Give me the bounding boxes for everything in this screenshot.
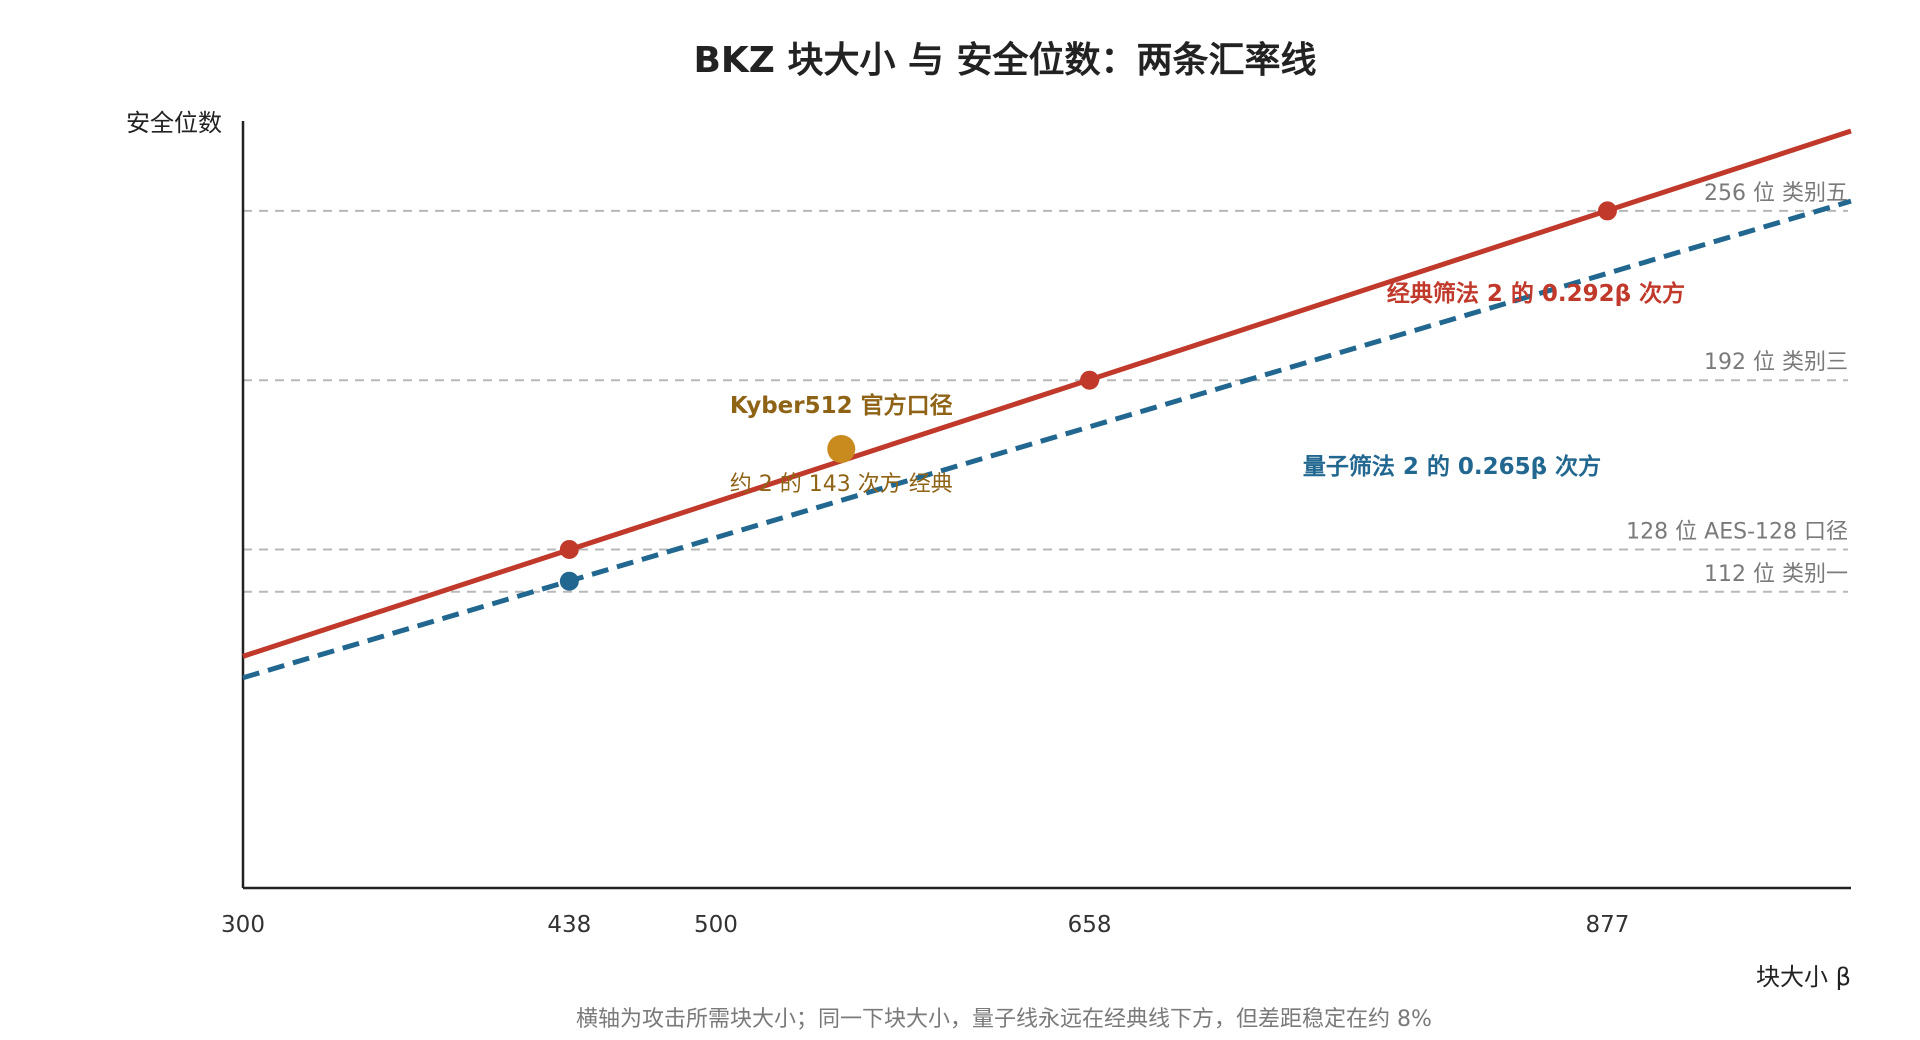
quantum-series-line [242,198,1852,681]
x-tick-300: 300 [221,912,265,938]
x-tick-658: 658 [1068,912,1112,938]
classical-marker-877 [1597,201,1617,221]
y-axis-label: 安全位数 [126,109,222,137]
reference-label-112: 112 位 类别一 [1704,562,1848,587]
classical-series-line [242,128,1852,659]
series-label-quantum: 量子筛法 2 的 0.265β 次方 [1303,453,1601,480]
reference-label-128: 128 位 AES-128 口径 [1626,519,1848,544]
series-layer [242,128,1852,681]
chart-caption: 横轴为攻击所需块大小；同一下块大小，量子线永远在经典线下方，但差距稳定在约 8% [576,1007,1432,1032]
x-tick-500: 500 [694,912,738,938]
x-axis-label: 块大小 β [1756,963,1851,991]
x-tick-438: 438 [547,912,591,938]
series-label-classical: 经典筛法 2 的 0.292β 次方 [1387,280,1685,307]
quantum-marker-438 [559,571,579,591]
reference-lines: 256 位 类别五 192 位 类别三 128 位 AES-128 口径 112 位 … [243,181,1848,593]
x-tick-877: 877 [1585,912,1629,938]
kyber512-highlight: Kyber512 官方口径 约 2 的 143 次方 经典 [730,392,953,497]
reference-label-192: 192 位 类别三 [1704,350,1848,375]
reference-label-256: 256 位 类别五 [1704,181,1848,206]
classical-marker-658 [1080,370,1100,390]
highlight-sublabel: 约 2 的 143 次方 经典 [730,472,953,497]
highlight-label: Kyber512 官方口径 [730,392,953,419]
x-tick-labels: 300 438 500 658 877 [221,912,1629,938]
kyber512-point [827,434,856,463]
chart-title: BKZ 块大小 与 安全位数：两条汇率线 [693,39,1316,81]
classical-marker-438 [559,539,579,559]
